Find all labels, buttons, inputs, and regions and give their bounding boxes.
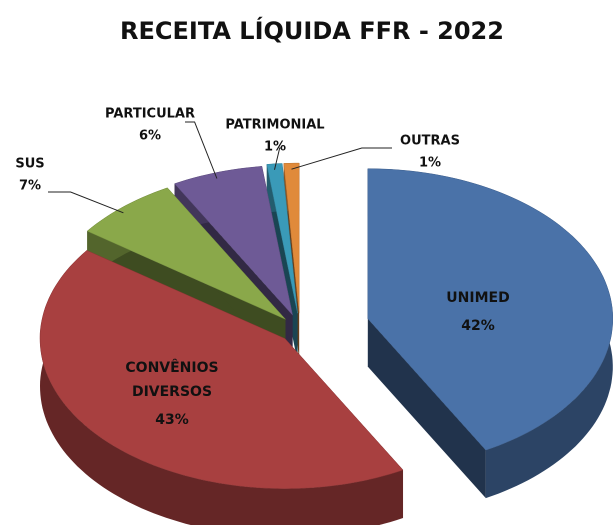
category-label: UNIMED bbox=[446, 290, 509, 306]
category-label: CONVÊNIOS DIVERSOS bbox=[125, 359, 218, 400]
slice bbox=[367, 168, 613, 451]
leader-line bbox=[48, 191, 124, 214]
slice-outer-wall bbox=[40, 250, 403, 525]
value-label: 7% bbox=[19, 179, 41, 194]
category-label: OUTRAS bbox=[400, 134, 460, 149]
category-label: PATRIMONIAL bbox=[225, 118, 324, 133]
leader-line bbox=[274, 147, 282, 170]
value-label: 6% bbox=[139, 129, 161, 144]
slice bbox=[283, 162, 300, 314]
slice-radial-face bbox=[367, 318, 486, 499]
chart-title: RECEITA LÍQUIDA FFR - 2022 bbox=[120, 16, 504, 45]
slice bbox=[266, 163, 298, 314]
leader-line bbox=[291, 147, 392, 170]
value-label: 42% bbox=[461, 318, 495, 334]
slice bbox=[86, 187, 286, 320]
slice bbox=[39, 250, 404, 489]
value-label: 1% bbox=[419, 156, 441, 171]
leader-line bbox=[185, 121, 218, 179]
category-label: SUS bbox=[15, 157, 44, 172]
slice bbox=[174, 166, 294, 317]
value-label: 1% bbox=[264, 140, 286, 155]
category-label: PARTICULAR bbox=[105, 107, 195, 122]
value-label: 43% bbox=[155, 412, 189, 428]
labels: UNIMED 42% CONVÊNIOS DIVERSOS 43% SUS 7% PARTIC… bbox=[15, 107, 509, 429]
tops bbox=[39, 162, 613, 489]
